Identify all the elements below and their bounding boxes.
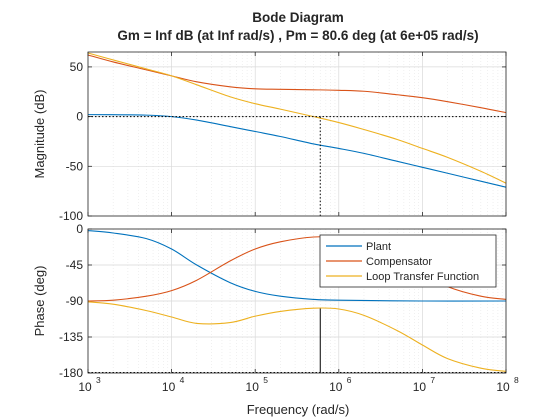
phase-ylabel: Phase (deg) — [32, 266, 47, 337]
x-tick-exponent: 4 — [180, 375, 185, 385]
series-line-plant — [87, 114, 507, 188]
phase-axes-box — [87, 228, 507, 374]
series-line-loop-transfer-function — [87, 52, 507, 184]
magnitude-panel[interactable]: 50 0 -50 -100 Magnitude (dB) — [32, 51, 507, 223]
magnitude-grid — [87, 52, 507, 217]
y-tick-label: -50 — [66, 159, 84, 173]
y-tick-label: 50 — [70, 60, 84, 74]
x-tick-exponent: 3 — [96, 375, 101, 385]
y-tick-label: -100 — [59, 209, 83, 223]
magnitude-y-ticks: 50 0 -50 -100 — [59, 60, 83, 223]
magnitude-crossover-markers — [88, 116, 506, 216]
x-tick-exponent: 7 — [430, 375, 435, 385]
legend[interactable]: Plant Compensator Loop Transfer Function — [319, 234, 497, 288]
magnitude-ylabel: Magnitude (dB) — [32, 90, 47, 179]
series-line-loop-transfer-function — [87, 301, 507, 372]
y-tick-label: -45 — [66, 258, 84, 272]
y-tick-label: -90 — [66, 294, 84, 308]
magnitude-axes-box — [87, 51, 507, 217]
x-tick-exponent: 8 — [514, 375, 519, 385]
phase-y-ticks: 0 -45 -90 -135 -180 — [59, 222, 83, 380]
phase-x-ticks: 10 3 10 4 10 5 10 6 10 7 10 8 — [78, 375, 519, 394]
series-line-compensator — [87, 54, 507, 114]
y-tick-label: 0 — [76, 110, 83, 124]
x-axis-label: Frequency (rad/s) — [247, 402, 350, 417]
chart-subtitle: Gm = Inf dB (at Inf rad/s) , Pm = 80.6 d… — [117, 28, 478, 43]
legend-label: Compensator — [366, 256, 432, 268]
legend-label: Plant — [366, 241, 391, 253]
y-tick-label: 0 — [76, 222, 83, 236]
chart-title: Bode Diagram — [252, 10, 344, 25]
magnitude-lines — [87, 52, 507, 188]
x-tick-label: 10 — [329, 380, 343, 394]
magnitude-axes-background — [88, 52, 506, 216]
legend-items: Plant Compensator Loop Transfer Function — [326, 241, 479, 283]
y-tick-label: -180 — [59, 366, 83, 380]
y-tick-label: -135 — [59, 330, 83, 344]
legend-label: Loop Transfer Function — [366, 271, 479, 283]
x-tick-exponent: 5 — [263, 375, 268, 385]
phase-margin-markers — [88, 308, 506, 373]
x-tick-label: 10 — [496, 380, 510, 394]
series-line-plant — [87, 230, 507, 302]
x-tick-label: 10 — [413, 380, 427, 394]
phase-panel[interactable]: 0-45-90-135-180 10 3 10 4 10 5 10 6 10 7 10 8 Phase… — [32, 222, 519, 394]
x-tick-label: 10 — [162, 380, 176, 394]
x-tick-label: 10 — [78, 380, 92, 394]
x-tick-exponent: 6 — [347, 375, 352, 385]
x-tick-label: 10 — [246, 380, 260, 394]
